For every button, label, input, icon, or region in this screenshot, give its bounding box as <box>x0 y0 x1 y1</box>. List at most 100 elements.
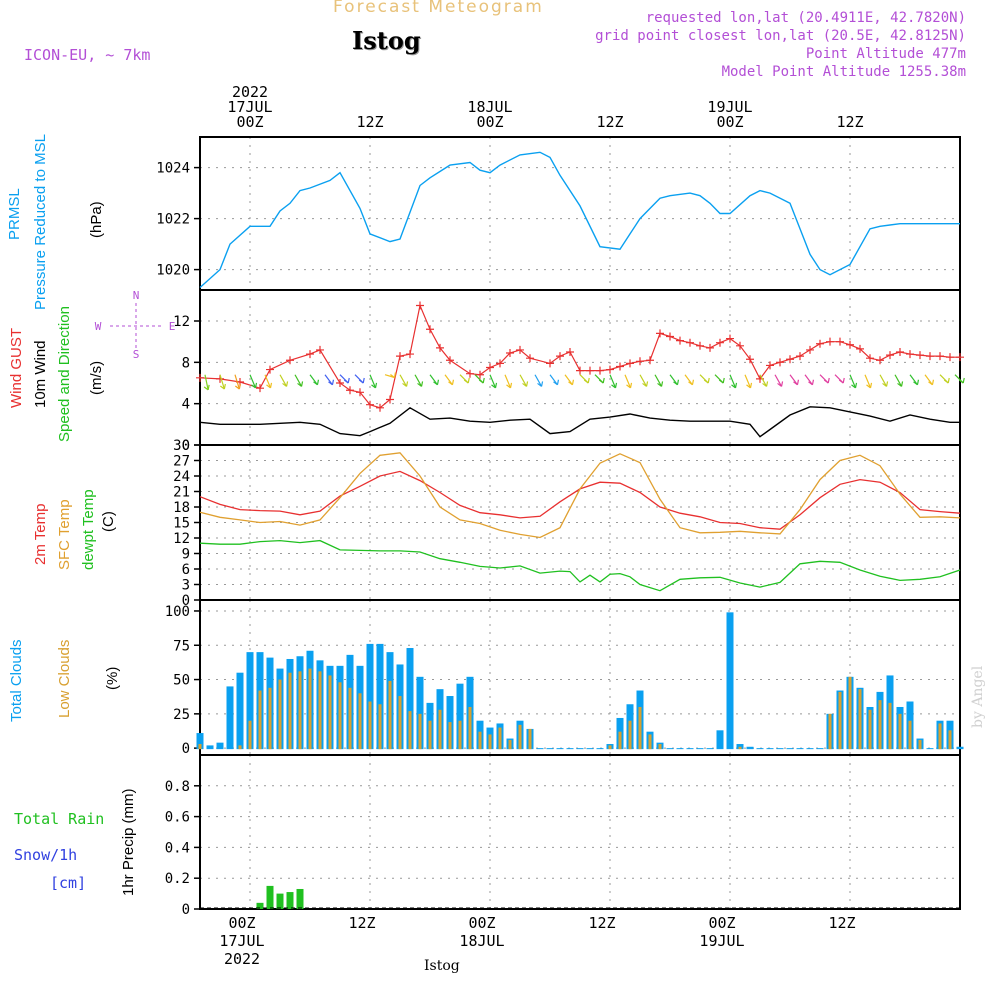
top-time-label: 00Z <box>236 113 263 131</box>
total-cloud-bar <box>816 748 824 750</box>
gust-marker <box>596 366 604 375</box>
gust-marker <box>766 361 774 370</box>
low-cloud-bar <box>658 744 662 750</box>
gust-marker <box>496 359 504 368</box>
wind-arrow-head <box>746 382 753 389</box>
temp-ytick-label: 30 <box>173 438 190 454</box>
temp-ytick-label: 24 <box>173 469 190 485</box>
precip-ytick-label: 0.2 <box>165 871 190 887</box>
gust-marker <box>316 345 324 354</box>
low-cloud-bar <box>908 720 912 750</box>
top-time-label: 19JUL <box>707 98 752 116</box>
dewpt-temp-line <box>199 539 961 592</box>
rain-bar <box>296 888 304 909</box>
total-cloud-bar <box>246 652 254 750</box>
gust-marker <box>856 344 864 353</box>
bottom-time-label: 18JUL <box>459 932 504 950</box>
gust-marker <box>866 354 874 363</box>
wind-arrow-head <box>793 379 800 386</box>
gust-marker <box>356 388 364 397</box>
low-cloud-bar <box>458 720 462 750</box>
gust-marker <box>556 352 564 361</box>
wind-arrow <box>849 374 857 389</box>
total-cloud-bar <box>726 612 734 750</box>
total-cloud-bar <box>206 745 214 750</box>
gust-marker <box>776 358 784 367</box>
gust-marker <box>506 349 514 358</box>
point-altitude: Point Altitude 477m <box>805 46 966 62</box>
low-cloud-bar <box>938 723 942 750</box>
pressure-ytick-label: 1020 <box>156 263 190 279</box>
wind-arrow-head <box>371 382 378 389</box>
low-cloud-bar <box>268 687 272 750</box>
gust-marker <box>666 332 674 341</box>
temp-ytick-label: 15 <box>173 516 190 532</box>
clouds-frame <box>199 599 961 756</box>
wind-arrow-head <box>537 381 544 387</box>
wind-arrow <box>489 374 497 389</box>
gust-marker <box>716 338 724 347</box>
low-cloud-bar <box>318 671 322 750</box>
wind-arrow-head <box>657 381 664 387</box>
total-cloud-bar <box>796 748 804 750</box>
bottom-time-label: 12Z <box>588 914 615 932</box>
wind-arrow <box>864 374 872 389</box>
total-cloud-bar <box>716 730 724 750</box>
total-cloud-bar <box>676 748 684 750</box>
wind-arrow-head <box>328 379 335 386</box>
precip-frame <box>199 754 961 910</box>
gust-marker <box>896 348 904 356</box>
wind-arrow-head <box>390 372 397 378</box>
wind-arrow-head <box>297 381 304 387</box>
clouds-ytick-label: 100 <box>165 604 190 620</box>
gust-marker <box>406 350 414 359</box>
temp-ytick-label: 6 <box>182 562 190 578</box>
low-cloud-bar <box>408 711 412 750</box>
model-altitude: Model Point Altitude 1255.38m <box>721 64 966 80</box>
low-cloud-bar <box>918 739 922 750</box>
gridpoint-coords: grid point closest lon,lat (20.5E, 42.81… <box>595 28 966 44</box>
low-cloud-bar <box>508 739 512 750</box>
top-time-label: 00Z <box>476 113 503 131</box>
low-cloud-bar <box>878 700 882 750</box>
requested-coords: requested lon,lat (20.4911E, 42.7820N) <box>645 10 966 26</box>
wind-arrow <box>204 374 209 390</box>
gust-marker <box>486 363 494 372</box>
bottom-time-label: 17JUL <box>219 932 264 950</box>
low-cloud-bar <box>328 675 332 750</box>
wind-arrow-head <box>642 381 649 387</box>
gust-marker <box>446 356 454 365</box>
clouds-ytick-label: 25 <box>173 707 190 723</box>
low-cloud-bar <box>528 728 532 750</box>
bottom-time-label: 19JUL <box>699 932 744 950</box>
gust-marker <box>876 356 884 365</box>
station-name: Istog <box>352 26 421 55</box>
wind-ytick-label: 8 <box>182 355 190 371</box>
temp-ytick-label: 18 <box>173 500 190 516</box>
wind-arrow <box>504 374 512 389</box>
clouds-ytick-label: 75 <box>173 638 190 654</box>
low-cloud-bar <box>888 702 892 750</box>
wind-arrow <box>279 374 288 387</box>
low-cloud-bar <box>868 709 872 750</box>
wind-arrow-head <box>506 382 513 389</box>
gust-marker <box>946 353 954 362</box>
low-cloud-bar <box>648 734 652 750</box>
low-cloud-bar <box>898 713 902 750</box>
wind-arrow-head <box>718 377 725 384</box>
chart-title: Forecast Meteogram <box>333 0 544 17</box>
snow-unit-label: [cm] <box>50 874 87 892</box>
wind-arrow-head <box>234 383 241 390</box>
total-cloud-bar <box>376 643 384 750</box>
footer-station: Istog <box>424 958 460 974</box>
gust-marker <box>686 338 694 347</box>
wind-arrow-head <box>673 379 680 386</box>
total-cloud-bar <box>566 748 574 750</box>
total-cloud-bar <box>366 643 374 750</box>
low-cloud-bar <box>238 745 242 750</box>
wind-arrow-head <box>913 379 920 386</box>
wind-arrow-head <box>838 377 845 384</box>
total-cloud-bar <box>226 686 234 750</box>
gust-marker <box>916 351 924 360</box>
bottom-time-label: 12Z <box>828 914 855 932</box>
